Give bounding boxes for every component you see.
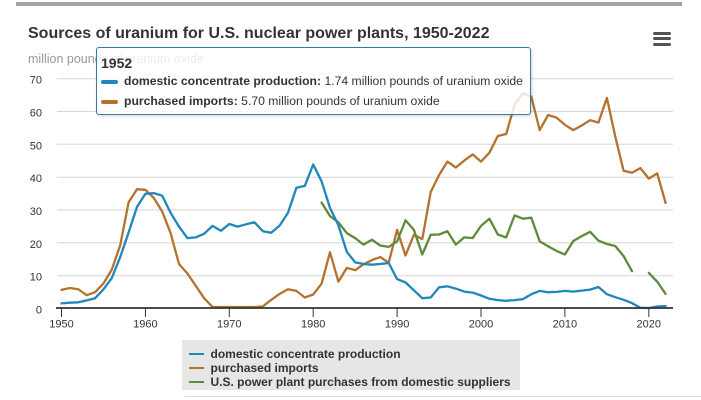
- svg-text:10: 10: [30, 272, 42, 284]
- svg-text:30: 30: [30, 206, 42, 218]
- svg-text:1970: 1970: [217, 319, 241, 331]
- svg-text:0: 0: [36, 305, 42, 317]
- svg-text:60: 60: [30, 108, 42, 120]
- svg-text:2020: 2020: [637, 319, 661, 331]
- svg-text:1950: 1950: [49, 319, 73, 331]
- svg-text:50: 50: [30, 140, 42, 152]
- svg-text:20: 20: [30, 239, 42, 251]
- svg-text:1980: 1980: [301, 319, 325, 331]
- svg-text:1960: 1960: [133, 319, 157, 331]
- svg-text:2000: 2000: [469, 319, 493, 331]
- svg-text:2010: 2010: [553, 319, 577, 331]
- svg-text:40: 40: [30, 173, 42, 185]
- svg-text:70: 70: [30, 75, 42, 87]
- svg-text:1990: 1990: [385, 319, 409, 331]
